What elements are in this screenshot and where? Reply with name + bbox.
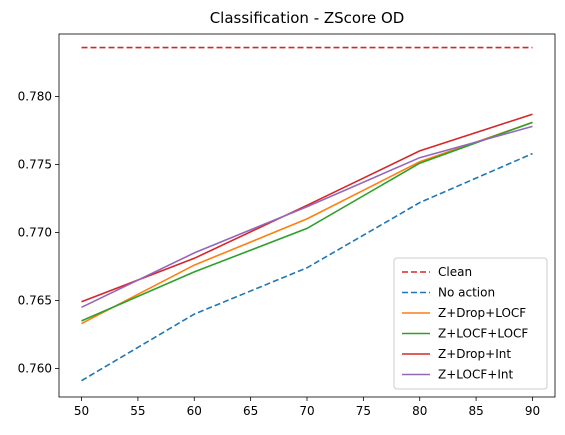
series-line-no-action: [81, 152, 533, 382]
series-line-z-locf-int: [81, 125, 533, 309]
x-tick-label: 80: [412, 404, 427, 418]
x-axis: 50 55 60 65 70 75 80 85 90: [74, 397, 540, 418]
y-tick-label: 0.775: [18, 158, 52, 172]
y-tick-label: 0.770: [18, 225, 52, 239]
y-axis: 0.760 0.765 0.770 0.775 0.780: [18, 90, 59, 375]
legend-label-z-locf-int: Z+LOCF+Int: [438, 368, 513, 382]
legend-label-z-locf-locf: Z+LOCF+LOCF: [438, 327, 528, 341]
y-tick-label: 0.760: [18, 361, 52, 375]
series-line-z-drop-locf: [81, 121, 533, 325]
legend-box: [393, 257, 548, 390]
x-tick-label: 50: [74, 404, 89, 418]
y-tick-label: 0.780: [18, 90, 52, 104]
x-tick-label: 75: [356, 404, 371, 418]
x-tick-label: 55: [130, 404, 145, 418]
legend-label-clean: Clean: [438, 265, 472, 279]
plot-area: [81, 46, 533, 382]
series-line-z-locf-locf: [81, 121, 533, 322]
x-tick-label: 85: [468, 404, 483, 418]
chart-title: Classification - ZScore OD: [210, 9, 405, 27]
legend-label-no-action: No action: [438, 286, 495, 300]
x-tick-label: 65: [243, 404, 258, 418]
x-tick-label: 60: [187, 404, 202, 418]
legend-label-z-drop-int: Z+Drop+Int: [438, 347, 511, 361]
legend-label-z-drop-locf: Z+Drop+LOCF: [438, 306, 526, 320]
x-tick-label: 90: [525, 404, 540, 418]
x-tick-label: 70: [299, 404, 314, 418]
series-line-z-drop-int: [81, 113, 533, 303]
y-tick-label: 0.765: [18, 293, 52, 307]
legend: Clean No action Z+Drop+LOCF Z+LOCF+LOCF Z+Dr…: [393, 257, 548, 390]
